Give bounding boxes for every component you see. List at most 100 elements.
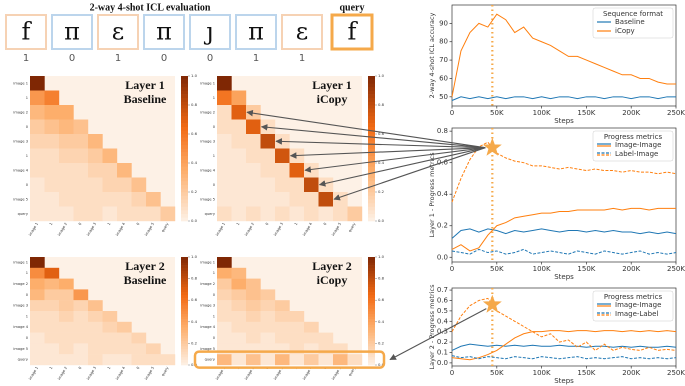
- heatmap-cell: [102, 354, 118, 366]
- heatmap-cell: [30, 134, 45, 149]
- heatmap-cell: [30, 321, 45, 333]
- heatmap-cell: [260, 177, 276, 193]
- heatmap-cell: [333, 206, 348, 222]
- heatmap-cell: [160, 206, 176, 222]
- y-tick-label: 1: [213, 271, 215, 275]
- colorbar-band: [368, 148, 375, 153]
- colorbar-band: [181, 170, 188, 175]
- heatmap-cell: [275, 177, 290, 193]
- colorbar-band: [181, 267, 188, 271]
- colorbar-band: [368, 265, 375, 269]
- colorbar-band: [181, 97, 188, 102]
- image-glyph: ɛ: [112, 18, 124, 46]
- colorbar-band: [368, 155, 375, 160]
- colorbar-band: [368, 101, 375, 106]
- colorbar-band: [368, 126, 375, 131]
- heatmap-cell: [44, 134, 60, 149]
- legend-box: [592, 290, 674, 322]
- y-tick-label: 1: [213, 96, 215, 100]
- heatmap-cell: [333, 343, 348, 355]
- colorbar-band: [368, 281, 375, 285]
- colorbar-band: [181, 163, 188, 167]
- legend-label: Image-Label: [615, 310, 658, 318]
- colorbar-band: [181, 289, 188, 293]
- colorbar-band: [368, 192, 375, 196]
- y-tick-label: 0: [26, 183, 29, 187]
- heatmap-cell: [246, 311, 261, 322]
- y-tick-label: image 1: [13, 81, 28, 85]
- x-axis-label: Steps: [554, 117, 574, 125]
- colorbar-band: [181, 292, 188, 296]
- colorbar-band: [368, 105, 375, 109]
- colorbar-band: [181, 130, 188, 135]
- y-tick-label: 1: [213, 314, 215, 318]
- heatmap-cell: [102, 321, 118, 333]
- heatmap-cell: [73, 163, 89, 178]
- arrow: [318, 147, 486, 187]
- heatmap-cell: [73, 321, 89, 333]
- y-tick-label: 0: [213, 293, 216, 297]
- heatmap-cell: [30, 163, 45, 178]
- heatmap-cell: [246, 289, 261, 301]
- colorbar-band: [181, 177, 188, 182]
- heatmap-cell: [275, 343, 290, 355]
- colorbar-band: [368, 119, 375, 124]
- heatmap-cell: [246, 343, 261, 355]
- heatmap-cell: [59, 177, 74, 193]
- colorbar-tick-label: 0.4: [378, 319, 385, 324]
- heatmap-cell: [88, 134, 103, 149]
- heatmap-cell: [30, 354, 45, 366]
- colorbar-band: [368, 289, 375, 293]
- colorbar-band: [181, 294, 188, 298]
- heatmap-cell: [246, 192, 261, 207]
- colorbar-band: [181, 202, 188, 207]
- colorbar-band: [368, 166, 375, 171]
- colorbar-band: [368, 313, 375, 317]
- heatmap-cell: [59, 289, 74, 301]
- y-tick-label: 0.0: [437, 253, 448, 261]
- heatmap-cell: [246, 163, 261, 178]
- x-tick-label: image 5: [144, 222, 155, 237]
- heatmap-cell: [30, 300, 45, 312]
- heatmap-cell: [59, 332, 74, 344]
- colorbar-band: [368, 319, 375, 323]
- heatmap-cell: [102, 163, 118, 178]
- colorbar-band: [368, 163, 375, 167]
- colorbar-band: [181, 286, 188, 290]
- heatmap-cell: [88, 311, 103, 322]
- heatmap-cell: [289, 343, 305, 355]
- x-axis-label: Steps: [554, 273, 574, 281]
- colorbar-tick-label: 0.6: [191, 131, 198, 136]
- colorbar-band: [368, 79, 375, 84]
- heatmap-cell: [30, 119, 45, 135]
- legend-box: [592, 130, 674, 162]
- heatmap-cell: [217, 354, 232, 366]
- support-image: [189, 14, 231, 50]
- colorbar-band: [181, 354, 188, 358]
- colorbar-band: [181, 346, 188, 350]
- colorbar-band: [181, 362, 188, 366]
- colorbar-tick-label: 0.0: [191, 218, 198, 223]
- heatmap-cell: [73, 332, 89, 344]
- heatmap-cell: [102, 148, 118, 164]
- series-line: [451, 228, 677, 239]
- colorbar-band: [368, 173, 375, 178]
- y-tick-label: image 5: [13, 347, 28, 351]
- x-tick-label: 250K: [667, 109, 685, 117]
- heatmap-cell: [289, 192, 305, 207]
- y-axis-label: Layer 2 - Progress metrics: [428, 284, 436, 370]
- image-glyph: π: [64, 18, 80, 46]
- series-line: [451, 355, 677, 360]
- heatmap-cell: [30, 257, 45, 268]
- x-tick-label: 100K: [533, 109, 551, 117]
- colorbar-band: [181, 275, 188, 279]
- colorbar-band: [368, 90, 375, 95]
- x-tick-label: image 2: [57, 366, 68, 381]
- heatmap-cell: [131, 343, 147, 355]
- colorbar-band: [368, 123, 375, 128]
- heatmap-cell: [88, 332, 103, 344]
- colorbar-band: [181, 152, 188, 157]
- heatmap-cell: [59, 119, 74, 135]
- colorbar-band: [368, 362, 375, 366]
